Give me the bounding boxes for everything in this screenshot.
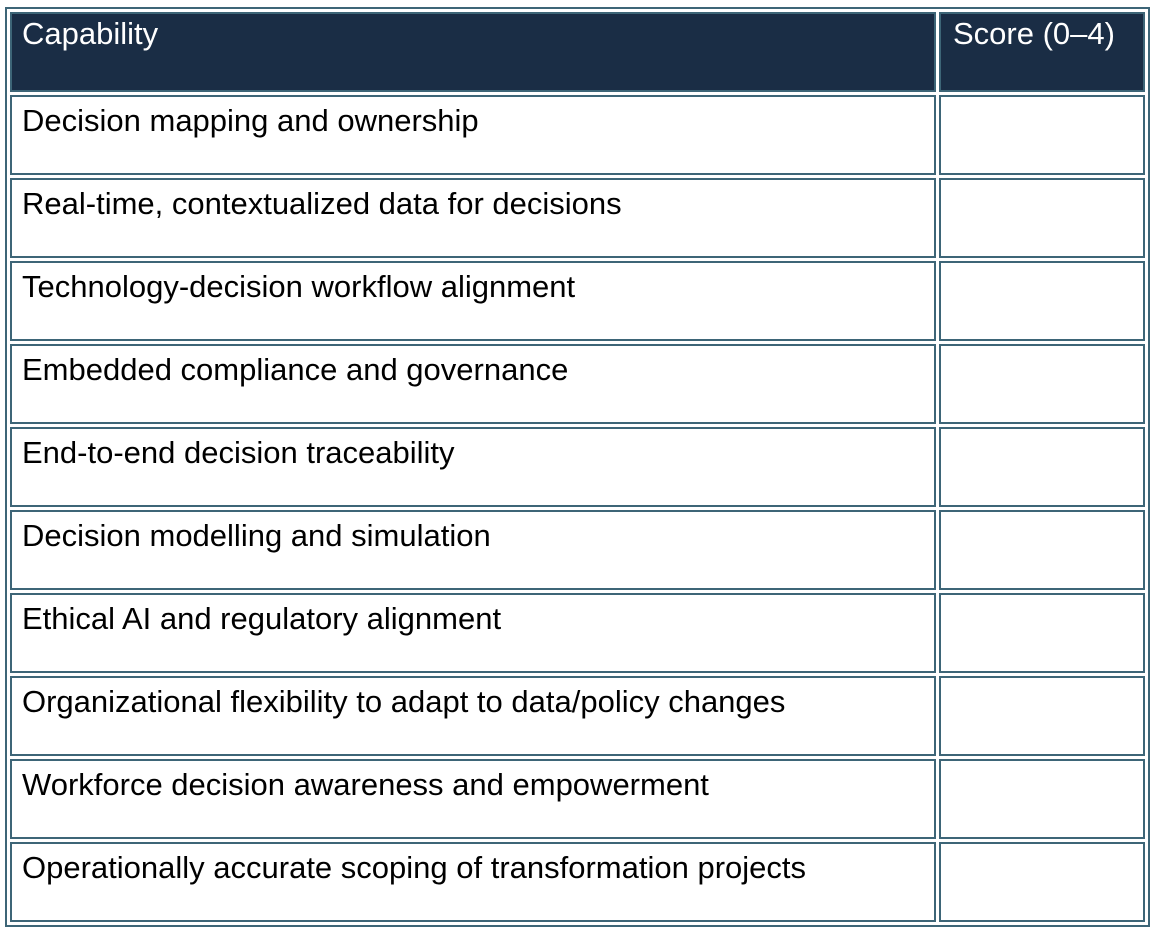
table-row: Organizational flexibility to adapt to d… [10,676,1145,756]
score-cell[interactable] [939,344,1145,424]
capability-cell: Ethical AI and regulatory alignment [10,593,936,673]
score-cell[interactable] [939,676,1145,756]
capability-score-table: Capability Score (0–4) Decision mapping … [5,7,1150,927]
score-cell[interactable] [939,178,1145,258]
header-capability: Capability [10,12,936,92]
capability-cell: End-to-end decision traceability [10,427,936,507]
capability-cell: Workforce decision awareness and empower… [10,759,936,839]
header-row: Capability Score (0–4) [10,12,1145,92]
score-cell[interactable] [939,842,1145,922]
capability-cell: Decision modelling and simulation [10,510,936,590]
table-row: Embedded compliance and governance [10,344,1145,424]
capability-cell: Real-time, contextualized data for decis… [10,178,936,258]
capability-cell: Organizational flexibility to adapt to d… [10,676,936,756]
score-cell[interactable] [939,95,1145,175]
table-row: Real-time, contextualized data for decis… [10,178,1145,258]
table-row: Technology-decision workflow alignment [10,261,1145,341]
score-cell[interactable] [939,510,1145,590]
header-score: Score (0–4) [939,12,1145,92]
table-row: Decision modelling and simulation [10,510,1145,590]
capability-cell: Decision mapping and ownership [10,95,936,175]
capability-cell: Technology-decision workflow alignment [10,261,936,341]
capability-cell: Operationally accurate scoping of transf… [10,842,936,922]
capability-cell: Embedded compliance and governance [10,344,936,424]
table-row: Decision mapping and ownership [10,95,1145,175]
score-cell[interactable] [939,759,1145,839]
score-cell[interactable] [939,261,1145,341]
table-row: Ethical AI and regulatory alignment [10,593,1145,673]
table-row: End-to-end decision traceability [10,427,1145,507]
score-cell[interactable] [939,427,1145,507]
score-cell[interactable] [939,593,1145,673]
table-row: Workforce decision awareness and empower… [10,759,1145,839]
table-row: Operationally accurate scoping of transf… [10,842,1145,922]
